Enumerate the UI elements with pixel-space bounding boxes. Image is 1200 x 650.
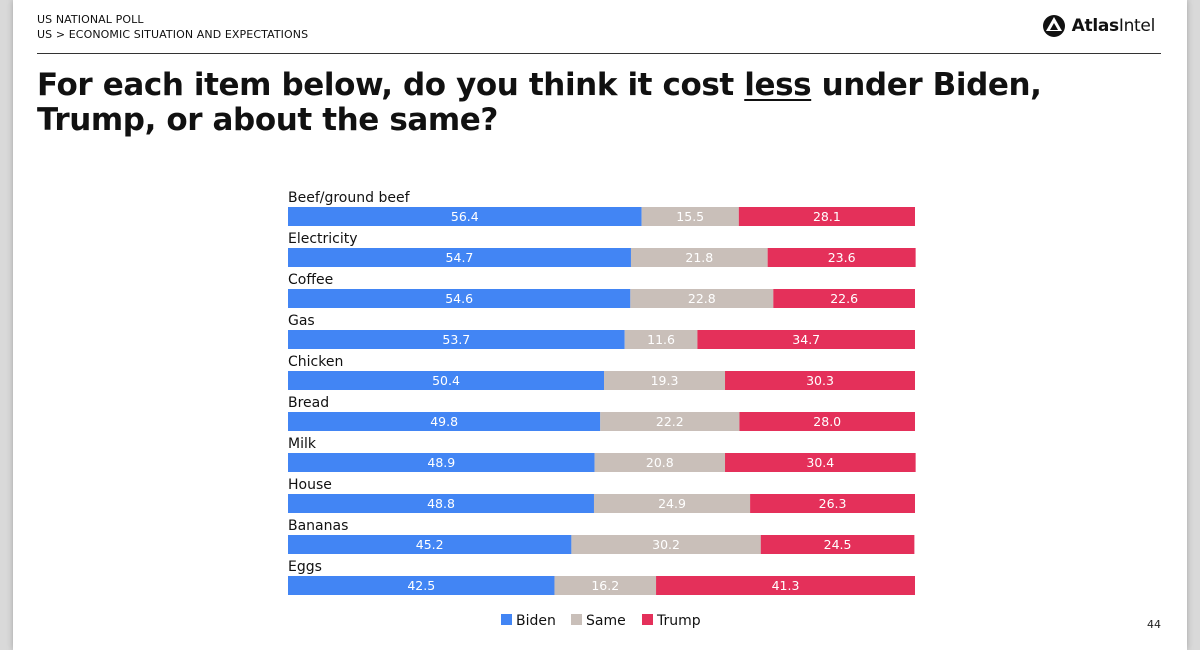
bar-segment-biden xyxy=(288,289,631,308)
logo-text-regular: Intel xyxy=(1118,16,1155,36)
bar-segment-trump xyxy=(773,289,915,308)
title-emphasis: less xyxy=(744,67,812,103)
bar-segment-same xyxy=(593,494,751,513)
data-label: 16.2 xyxy=(591,578,619,593)
data-label: 11.6 xyxy=(647,332,675,347)
bar-segment-biden xyxy=(288,453,595,472)
bar-segment-trump xyxy=(725,453,916,472)
bar-segment-same xyxy=(630,289,774,308)
bar-segment-same xyxy=(600,412,740,431)
data-label: 22.6 xyxy=(830,291,858,306)
category-label: Milk xyxy=(288,436,317,452)
bar-segment-biden xyxy=(288,576,555,595)
category-label: Beef/ground beef xyxy=(288,190,411,206)
bar-segment-biden xyxy=(288,371,605,390)
bar-segment-same xyxy=(571,535,761,554)
category-label: Coffee xyxy=(288,272,333,288)
bar-segment-same xyxy=(604,371,726,390)
bar-segment-biden xyxy=(288,248,631,267)
category-label: Bananas xyxy=(288,518,348,534)
data-label: 49.8 xyxy=(430,414,458,429)
bar-segment-same xyxy=(554,576,657,595)
data-label: 26.3 xyxy=(819,496,847,511)
category-label: Electricity xyxy=(288,231,358,247)
title-text-start: For each item below, do you think it cos… xyxy=(37,67,745,103)
bar-segment-trump xyxy=(656,576,915,595)
data-label: 45.2 xyxy=(416,537,444,552)
bar-segment-same xyxy=(624,330,698,349)
bar-segment-same xyxy=(594,453,726,472)
data-label: 41.3 xyxy=(772,578,800,593)
bar-segment-biden xyxy=(288,412,601,431)
data-label: 48.8 xyxy=(427,496,455,511)
data-label: 24.9 xyxy=(658,496,686,511)
data-label: 24.5 xyxy=(824,537,852,552)
poll-label: US NATIONAL POLL xyxy=(37,13,144,26)
category-label: Gas xyxy=(288,313,315,329)
data-label: 42.5 xyxy=(407,578,435,593)
page-title: For each item below, do you think it cos… xyxy=(37,68,1157,138)
data-label: 50.4 xyxy=(432,373,460,388)
bar-segment-trump xyxy=(738,207,915,226)
bar-segment-biden xyxy=(288,494,594,513)
data-label: 54.7 xyxy=(446,250,474,265)
legend-label-biden: Biden xyxy=(516,613,556,629)
bar-segment-trump xyxy=(767,248,916,267)
bar-segment-biden xyxy=(288,535,572,554)
data-label: 28.0 xyxy=(813,414,841,429)
data-label: 28.1 xyxy=(813,209,841,224)
data-label: 30.3 xyxy=(806,373,834,388)
bar-segment-biden xyxy=(288,207,642,226)
data-label: 22.8 xyxy=(688,291,716,306)
data-label: 21.8 xyxy=(685,250,713,265)
legend-swatch-same xyxy=(571,614,582,625)
legend-label-same: Same xyxy=(586,613,626,629)
data-label: 53.7 xyxy=(442,332,470,347)
legend: Biden Same Trump xyxy=(501,613,701,629)
bar-segment-trump xyxy=(725,371,915,390)
data-label: 30.2 xyxy=(652,537,680,552)
bar-segment-trump xyxy=(760,535,915,554)
legend-label-trump: Trump xyxy=(656,613,701,629)
section-breadcrumb: US > ECONOMIC SITUATION AND EXPECTATIONS xyxy=(37,28,309,41)
data-label: 54.6 xyxy=(445,291,473,306)
header-divider xyxy=(37,53,1161,54)
data-label: 19.3 xyxy=(651,373,679,388)
data-label: 15.5 xyxy=(676,209,704,224)
bar-segment-biden xyxy=(288,330,625,349)
category-label: Chicken xyxy=(288,354,343,370)
logo-wordmark: AtlasIntel xyxy=(1071,16,1156,36)
data-label: 23.6 xyxy=(828,250,856,265)
logo-text-bold: Atlas xyxy=(1071,16,1120,36)
page-number: 44 xyxy=(1147,618,1161,631)
atlasintel-logo-icon xyxy=(1042,15,1065,37)
data-label: 22.2 xyxy=(656,414,684,429)
category-label: Bread xyxy=(288,395,329,411)
data-label: 20.8 xyxy=(646,455,674,470)
legend-swatch-biden xyxy=(501,614,512,625)
data-label: 30.4 xyxy=(806,455,834,470)
bar-segment-same xyxy=(641,207,739,226)
atlasintel-logo: AtlasIntel xyxy=(1042,12,1155,40)
data-label: 48.9 xyxy=(427,455,455,470)
data-label: 34.7 xyxy=(792,332,820,347)
bar-segment-trump xyxy=(697,330,915,349)
title-text-end: under Biden, Trump, or about the same? xyxy=(37,67,1042,138)
category-label: Eggs xyxy=(288,559,322,575)
bar-segment-same xyxy=(630,248,768,267)
category-label: House xyxy=(288,477,332,493)
bar-segment-trump xyxy=(750,494,915,513)
legend-swatch-trump xyxy=(642,614,653,625)
data-label: 56.4 xyxy=(451,209,479,224)
bar-segment-trump xyxy=(739,412,915,431)
